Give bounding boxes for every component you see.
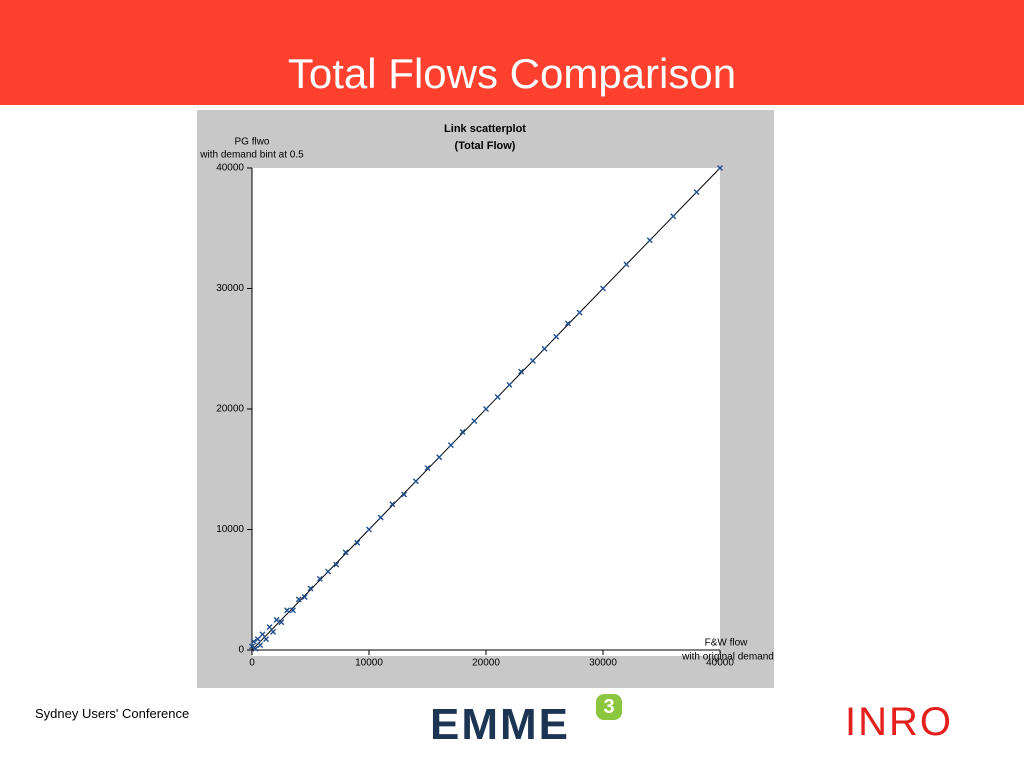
- header-bar: [0, 0, 1024, 105]
- point: [518, 368, 525, 375]
- x-tick-label: 10000: [355, 658, 383, 669]
- footer: Sydney Users' Conference: [35, 706, 190, 721]
- x-tick-label: 20000: [472, 658, 500, 669]
- point: [377, 514, 384, 521]
- point: [600, 285, 606, 292]
- logo-emme: EMME: [430, 700, 570, 749]
- point: [389, 501, 396, 508]
- point: [354, 539, 361, 546]
- point: [717, 165, 723, 171]
- point: [623, 261, 630, 268]
- point: [541, 345, 548, 352]
- point: [295, 596, 302, 603]
- point: [270, 628, 277, 635]
- chart-title: (Total Flow): [455, 140, 516, 152]
- plot-area: [252, 168, 720, 656]
- point: [289, 607, 296, 614]
- slide-title: Total Flows Comparison: [287, 50, 737, 97]
- point: [250, 638, 257, 645]
- x-tick-label: 40000: [706, 658, 734, 669]
- logo-badge: 3: [596, 694, 622, 720]
- point: [307, 585, 314, 592]
- point: [278, 619, 285, 626]
- point: [254, 636, 261, 643]
- point: [259, 631, 266, 638]
- y-axis-label: with demand bint at 0.5: [199, 150, 304, 161]
- point: [646, 237, 653, 244]
- y-axis-label: PG flwo: [234, 137, 269, 148]
- point: [257, 642, 264, 649]
- point: [576, 309, 583, 316]
- y-tick-label: 20000: [216, 404, 244, 415]
- point: [693, 189, 700, 196]
- y-tick-label: 40000: [216, 163, 244, 174]
- point: [366, 526, 372, 533]
- y-tick-label: 0: [238, 645, 244, 656]
- point: [529, 357, 536, 364]
- logo-inro: INRO: [845, 700, 953, 744]
- point: [316, 575, 323, 582]
- x-tick-label: 30000: [589, 658, 617, 669]
- x-tick-label: 0: [249, 658, 255, 669]
- x-axis-label: F&W flow: [705, 638, 749, 649]
- point: [494, 393, 501, 400]
- chart-title: Link scatterplot: [444, 123, 526, 135]
- point: [447, 442, 454, 449]
- point: [401, 491, 408, 498]
- point: [249, 643, 255, 650]
- point: [263, 636, 270, 643]
- point: [412, 478, 419, 485]
- point: [252, 645, 259, 652]
- point: [483, 406, 489, 412]
- x-axis-label: with original demand: [681, 652, 774, 663]
- point: [424, 465, 431, 472]
- point: [436, 454, 443, 461]
- point: [273, 616, 280, 623]
- point: [325, 568, 332, 575]
- point: [564, 320, 571, 327]
- point: [342, 549, 349, 556]
- point: [471, 418, 478, 425]
- y-tick-label: 10000: [216, 524, 244, 535]
- y-tick-label: 30000: [216, 283, 244, 294]
- point: [553, 333, 560, 340]
- point: [333, 561, 340, 568]
- point: [301, 593, 308, 600]
- point: [670, 213, 677, 220]
- point: [266, 624, 273, 631]
- point: [459, 428, 466, 435]
- point: [284, 607, 291, 614]
- point: [506, 381, 513, 388]
